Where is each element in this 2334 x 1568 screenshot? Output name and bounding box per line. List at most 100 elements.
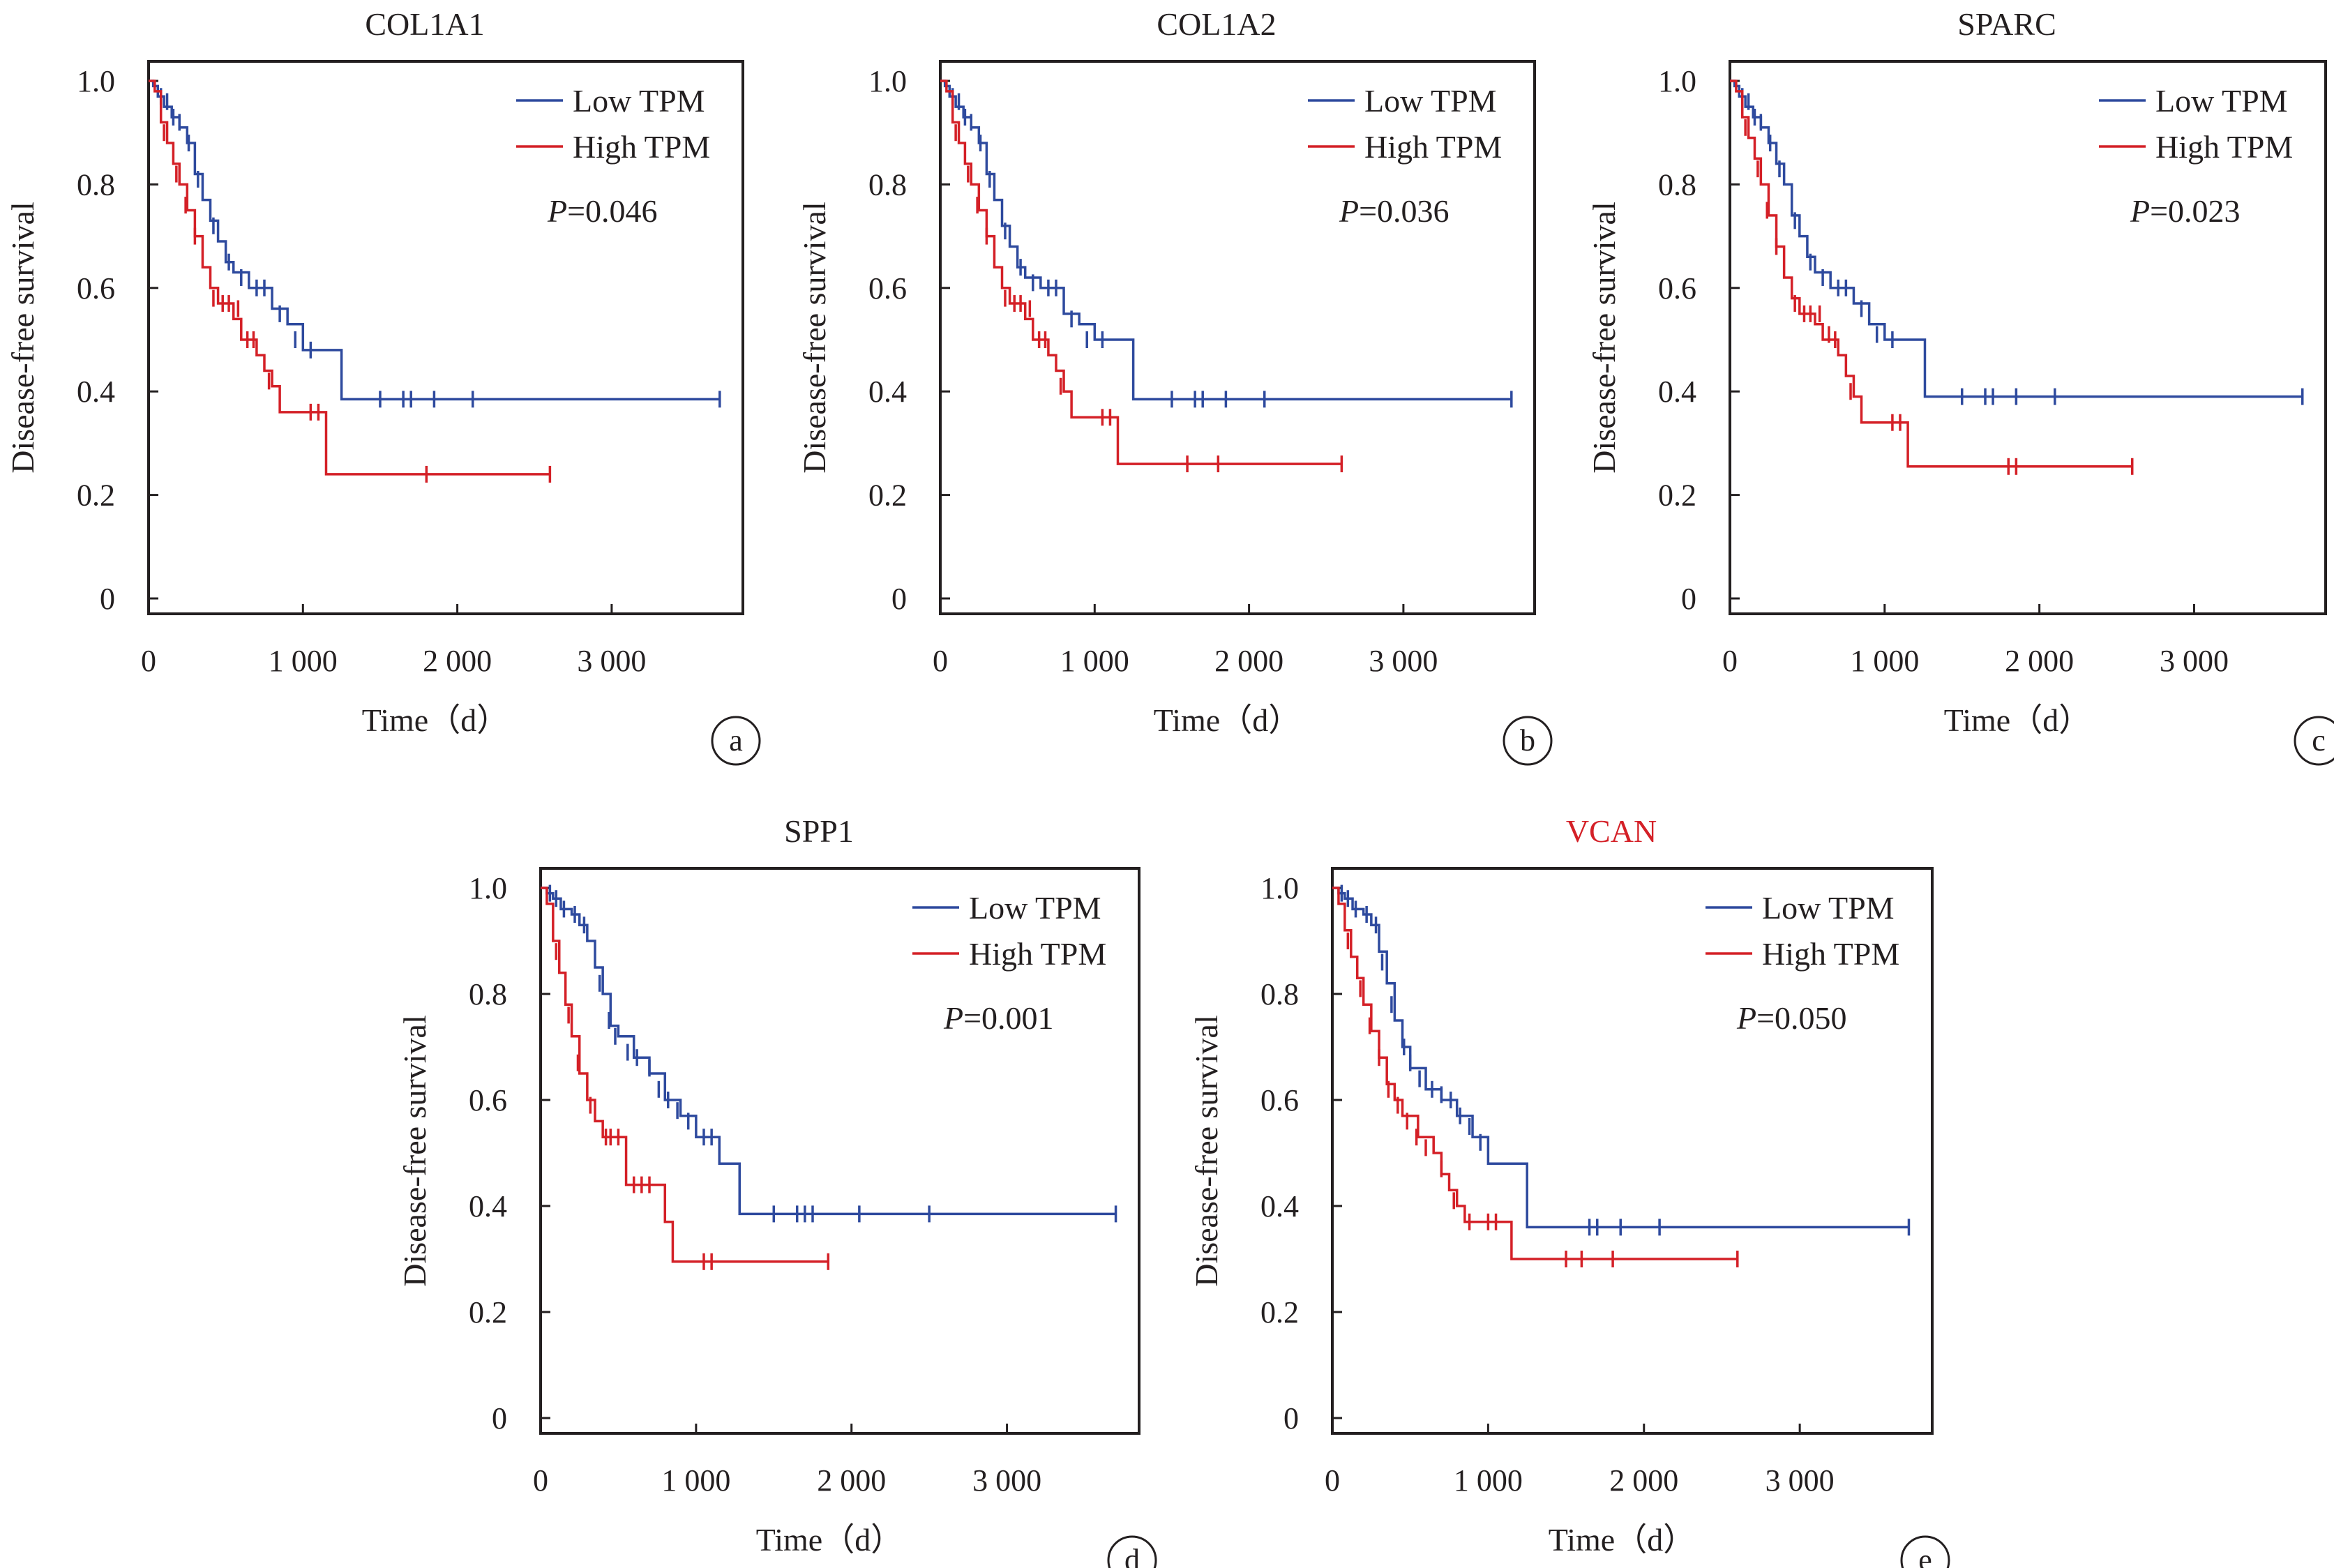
p-value-symbol: P: [1736, 1000, 1756, 1036]
survival-curve-high: [1332, 887, 1738, 1260]
x-axis-label: Time（d）: [1944, 702, 2091, 738]
survival-curve-low: [1730, 80, 2303, 398]
p-value-text: =0.050: [1756, 1000, 1846, 1036]
p-value-annotation: P=0.046: [547, 193, 658, 229]
panel-title: COL1A2: [1157, 6, 1276, 42]
panel-label: e: [1918, 1543, 1932, 1568]
panel-a: COL1A1 0 0.2 0.4 0.6 0.8 1.0 0 1 000 2 000 3 000 Ti…: [5, 6, 761, 766]
panel-title: VCAN: [1566, 813, 1657, 849]
y-tick-label: 0: [492, 1401, 507, 1435]
p-value-symbol: P: [2130, 193, 2150, 229]
survival-curve-high: [149, 80, 550, 476]
y-tick-label: 0: [1681, 582, 1696, 616]
panel-label-circle: [1503, 716, 1553, 766]
y-tick-label: 0.8: [77, 167, 115, 202]
y-axis-label: Disease-free survival: [1189, 1015, 1224, 1287]
x-tick-label: 3 000: [1369, 644, 1438, 678]
legend-label: Low TPM: [573, 83, 705, 119]
x-tick-label: 1 000: [661, 1463, 730, 1498]
y-tick-label: 1.0: [868, 64, 907, 98]
x-tick-label: 3 000: [2160, 644, 2229, 678]
survival-curve-high: [541, 887, 829, 1263]
y-tick-label: 1.0: [469, 871, 507, 905]
x-tick-label: 0: [533, 1463, 548, 1498]
plot-frame: [1729, 60, 2327, 615]
y-tick-label: 0.4: [469, 1189, 507, 1223]
panel-label: d: [1124, 1543, 1140, 1568]
legend-label: Low TPM: [1364, 83, 1497, 119]
y-axis-label: Disease-free survival: [797, 202, 832, 474]
p-value-annotation: P=0.023: [2130, 193, 2241, 229]
y-tick-label: 0.2: [1658, 478, 1696, 513]
panel-label: c: [2312, 723, 2326, 757]
survival-curve-low: [149, 80, 720, 401]
panel-label-circle: [1107, 1535, 1157, 1568]
legend-label: High TPM: [2155, 129, 2293, 165]
x-tick-label: 1 000: [269, 644, 338, 678]
survival-curve-high: [1730, 80, 2132, 468]
p-value-symbol: P: [1339, 193, 1359, 229]
survival-curve-low: [1332, 887, 1909, 1229]
y-tick-label: 0.4: [1260, 1189, 1299, 1223]
panel-title: COL1A1: [365, 6, 484, 42]
y-axis-label: Disease-free survival: [1586, 202, 1622, 474]
y-tick-label: 0.2: [868, 478, 907, 513]
y-tick-label: 0.8: [1658, 167, 1696, 202]
plot-frame: [939, 60, 1536, 615]
y-tick-label: 1.0: [1658, 64, 1696, 98]
y-tick-label: 0: [891, 582, 907, 616]
panel-title: SPARC: [1957, 6, 2056, 42]
panel-label: a: [729, 723, 743, 757]
panel-label-circle: [711, 716, 761, 766]
x-tick-label: 1 000: [1060, 644, 1129, 678]
x-tick-label: 3 000: [1765, 1463, 1835, 1498]
x-tick-label: 2 000: [423, 644, 492, 678]
x-tick-label: 0: [1722, 644, 1738, 678]
p-value-symbol: P: [943, 1000, 963, 1036]
p-value-text: =0.023: [2150, 193, 2240, 229]
legend-label: High TPM: [969, 936, 1106, 972]
x-tick-label: 2 000: [1214, 644, 1283, 678]
x-tick-label: 3 000: [577, 644, 646, 678]
legend-label: Low TPM: [969, 890, 1101, 926]
y-axis-label: Disease-free survival: [5, 202, 40, 474]
panel-b: COL1A2 0 0.2 0.4 0.6 0.8 1.0 0 1 000 2 000 3 000 Ti…: [797, 6, 1553, 766]
p-value-symbol: P: [547, 193, 567, 229]
y-tick-label: 0.6: [1260, 1083, 1299, 1117]
p-value-annotation: P=0.001: [943, 1000, 1054, 1036]
x-axis-label: Time（d）: [1549, 1522, 1695, 1558]
x-tick-label: 0: [1325, 1463, 1340, 1498]
p-value-text: =0.046: [567, 193, 657, 229]
x-axis-label: Time（d）: [1154, 702, 1300, 738]
y-tick-label: 0.2: [1260, 1295, 1299, 1329]
p-value-text: =0.001: [963, 1000, 1053, 1036]
panel-label-circle: [2294, 716, 2334, 766]
y-tick-label: 0.8: [1260, 977, 1299, 1011]
y-tick-label: 0.8: [868, 167, 907, 202]
plot-frame: [539, 867, 1140, 1435]
x-tick-label: 2 000: [1609, 1463, 1678, 1498]
legend-label: Low TPM: [2155, 83, 2288, 119]
y-tick-label: 0.4: [77, 375, 115, 409]
y-tick-label: 0.2: [77, 478, 115, 513]
x-axis-label: Time（d）: [362, 702, 509, 738]
y-tick-label: 0.4: [1658, 375, 1696, 409]
legend-label: Low TPM: [1762, 890, 1895, 926]
panel-label-circle: [1900, 1535, 1950, 1568]
x-tick-label: 2 000: [2005, 644, 2074, 678]
p-value-annotation: P=0.036: [1339, 193, 1450, 229]
legend-label: High TPM: [1762, 936, 1899, 972]
x-axis-label: Time（d）: [756, 1522, 903, 1558]
survival-curve-low: [940, 80, 1512, 401]
y-axis-label: Disease-free survival: [397, 1015, 432, 1287]
panel-c: SPARC 0 0.2 0.4 0.6 0.8 1.0 0 1 000 2 000 3 000 Tim…: [1586, 6, 2334, 766]
y-tick-label: 0.6: [469, 1083, 507, 1117]
y-tick-label: 1.0: [77, 64, 115, 98]
legend-label: High TPM: [573, 129, 710, 165]
y-tick-label: 0.8: [469, 977, 507, 1011]
panel-label: b: [1520, 723, 1535, 757]
x-tick-label: 1 000: [1850, 644, 1919, 678]
panel-title: SPP1: [784, 813, 854, 849]
plot-frame: [147, 60, 744, 615]
